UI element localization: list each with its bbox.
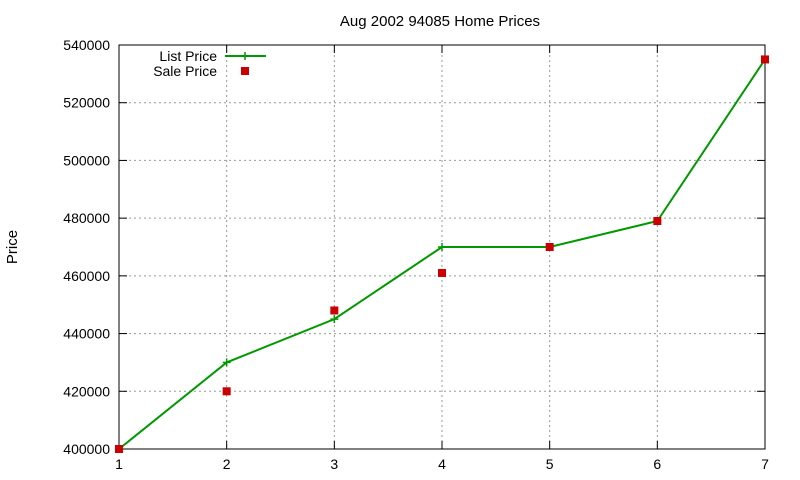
x-tick-label: 5 <box>546 456 554 472</box>
y-tick-label: 480000 <box>63 210 110 226</box>
list-price-point <box>330 315 339 324</box>
legend-label-sale-price: Sale Price <box>153 63 217 79</box>
sale-price-point <box>761 55 769 64</box>
sale-price-point <box>653 217 662 226</box>
sale-price-point <box>545 243 554 251</box>
y-tick-label: 400000 <box>63 441 110 457</box>
x-tick-label: 1 <box>115 456 123 472</box>
legend-label-list-price: List Price <box>159 48 217 64</box>
y-tick-label: 460000 <box>63 268 110 284</box>
x-tick-label: 7 <box>761 456 769 472</box>
series-layer <box>115 55 769 453</box>
y-tick-label: 520000 <box>63 95 110 111</box>
list-price-point <box>222 358 231 367</box>
sale-price-point <box>438 268 446 277</box>
sale-price-point <box>222 387 231 396</box>
x-tick-label: 2 <box>223 456 231 472</box>
y-tick-label: 540000 <box>63 37 110 53</box>
sale-price-point <box>115 445 123 453</box>
y-tick-label: 420000 <box>63 383 110 399</box>
x-tick-label: 4 <box>438 456 446 472</box>
axis-ticks: 400000 420000 440000 460000 480000 500000 5200… <box>63 37 769 472</box>
y-axis-label: Price <box>4 230 21 264</box>
x-tick-label: 6 <box>653 456 661 472</box>
y-tick-label: 500000 <box>63 152 110 168</box>
legend-swatch-sale-price <box>241 67 249 75</box>
y-tick-label: 440000 <box>63 326 110 342</box>
legend-marker-list-price <box>241 52 249 60</box>
chart-title: Aug 2002 94085 Home Prices <box>340 13 540 30</box>
sale-price-series <box>115 55 769 453</box>
sale-price-point <box>330 306 339 315</box>
x-tick-label: 3 <box>330 456 338 472</box>
list-price-point <box>438 243 446 251</box>
